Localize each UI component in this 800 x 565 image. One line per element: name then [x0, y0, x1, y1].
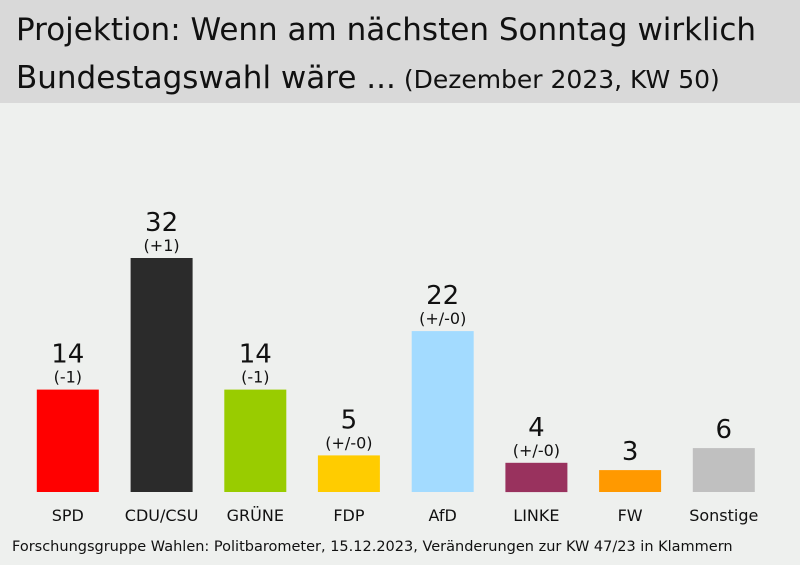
category-label-linke: LINKE [513, 506, 559, 525]
change-label-spd: (-1) [54, 368, 82, 387]
bar-afd [411, 331, 474, 492]
bar-spd [36, 389, 99, 492]
value-label-linke: 4 [528, 413, 545, 443]
bar-fdp [317, 455, 380, 492]
bar-gr-ne [224, 389, 287, 492]
chart-subtitle: (Dezember 2023, KW 50) [403, 65, 720, 94]
bar-fw [599, 470, 662, 492]
change-label-cdu-csu: (+1) [144, 236, 180, 255]
category-label-fdp: FDP [333, 506, 365, 525]
value-label-afd: 22 [426, 281, 459, 311]
bar-cdu-csu [130, 258, 193, 492]
value-label-fw: 3 [622, 437, 639, 467]
bar-chart: 14(-1)SPD32(+1)CDU/CSU14(-1)GRÜNE5(+/-0)… [36, 208, 758, 525]
change-label-afd: (+/-0) [419, 309, 466, 328]
chart-title-line-1: Projektion: Wenn am nächsten Sonntag wir… [16, 12, 757, 48]
category-label-sonstige: Sonstige [689, 506, 758, 525]
value-label-gr-ne: 14 [239, 340, 272, 370]
bar-linke [505, 462, 568, 493]
chart-title-text: Bundestagswahl wäre ... [16, 60, 396, 96]
category-label-fw: FW [618, 506, 643, 525]
category-label-cdu-csu: CDU/CSU [125, 506, 199, 525]
value-label-spd: 14 [51, 340, 84, 370]
value-label-sonstige: 6 [716, 415, 733, 445]
source-footnote: Forschungsgruppe Wahlen: Politbarometer,… [12, 539, 733, 555]
bar-sonstige [692, 448, 755, 492]
chart-title-line-2: Bundestagswahl wäre ... (Dezember 2023, K… [16, 60, 720, 96]
category-label-spd: SPD [52, 506, 84, 525]
change-label-gr-ne: (-1) [241, 368, 269, 387]
value-label-fdp: 5 [341, 405, 358, 435]
chart-header: Projektion: Wenn am nächsten Sonntag wir… [0, 0, 800, 103]
change-label-linke: (+/-0) [513, 441, 560, 460]
change-label-fdp: (+/-0) [325, 433, 372, 452]
category-label-gr-ne: GRÜNE [227, 506, 284, 525]
value-label-cdu-csu: 32 [145, 208, 178, 238]
category-label-afd: AfD [429, 506, 457, 525]
